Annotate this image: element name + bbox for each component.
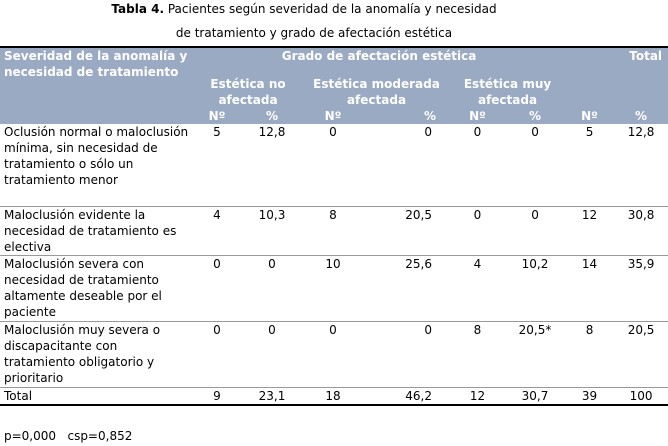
cell: 0 [363, 124, 450, 207]
row-label: Maloclusión severa con necesidad de trat… [0, 255, 193, 322]
cell: 4 [193, 206, 241, 256]
cell: 5 [565, 124, 615, 207]
cell: 0 [193, 321, 241, 388]
col-no: Nº [193, 108, 241, 124]
table-row: Maloclusión muy severa o discapacitante … [0, 321, 668, 388]
sub-header-2: Estética moderada afectada [303, 64, 450, 108]
cell: 25,6 [363, 255, 450, 322]
col-no: Nº [450, 108, 505, 124]
cell: 0 [450, 206, 505, 256]
table-caption-line2: de tratamiento y grado de afectación est… [175, 26, 453, 40]
table-row: Maloclusión severa con necesidad de trat… [0, 255, 668, 322]
col-pct: % [505, 108, 566, 124]
table-row: Maloclusión evidente la necesidad de tra… [0, 206, 668, 256]
cell: 0 [193, 255, 241, 322]
cell: 10,2 [505, 255, 566, 322]
table-caption-label: Tabla 4. [111, 2, 165, 16]
cell: 4 [450, 255, 505, 322]
col-no: Nº [565, 108, 615, 124]
header-row-sub: Estética no afectada Estética moderada a… [0, 64, 668, 108]
cell: 12 [565, 206, 615, 256]
cell: 46,2 [363, 387, 450, 406]
cell: 5 [193, 124, 241, 207]
cell: 0 [303, 321, 363, 388]
cell: 23,1 [241, 387, 303, 406]
row-label: Maloclusión evidente la necesidad de tra… [0, 206, 193, 256]
cell: 12 [450, 387, 505, 406]
header-row-group: Severidad de la anomalía y necesidad de … [0, 46, 668, 124]
cell: 14 [565, 255, 615, 322]
row-label: Oclusión normal o maloclusión mínima, si… [0, 124, 193, 207]
cell: 0 [241, 255, 303, 322]
group-header: Grado de afectación estética [193, 46, 566, 64]
cell: 8 [303, 206, 363, 256]
cell: 12,8 [241, 124, 303, 207]
sub-header-3: Estética muy afectada [450, 64, 566, 108]
cell: 0 [303, 124, 363, 207]
col-pct: % [363, 108, 450, 124]
cell: 30,7 [505, 387, 566, 406]
cell: 10,3 [241, 206, 303, 256]
col-pct: % [241, 108, 303, 124]
row-label: Total [0, 387, 193, 406]
footnote: p=0,000 csp=0,852 [4, 429, 133, 443]
cell: 8 [565, 321, 615, 388]
cell: 10 [303, 255, 363, 322]
cell: 0 [505, 206, 566, 256]
table-row: Oclusión normal o maloclusión mínima, si… [0, 124, 668, 207]
cell: 9 [193, 387, 241, 406]
cell: 100 [614, 387, 668, 406]
table-caption-title: Pacientes según severidad de la anomalía… [167, 2, 497, 16]
col-pct: % [614, 108, 668, 124]
cell: 20,5* [505, 321, 566, 388]
cell: 18 [303, 387, 363, 406]
row-header: Severidad de la anomalía y necesidad de … [0, 46, 193, 124]
cell: 0 [241, 321, 303, 388]
cell: 8 [450, 321, 505, 388]
cell: 35,9 [614, 255, 668, 322]
cell: 20,5 [614, 321, 668, 388]
cell: 0 [363, 321, 450, 388]
cell: 39 [565, 387, 615, 406]
cell: 20,5 [363, 206, 450, 256]
cell: 0 [450, 124, 505, 207]
table-row-total: Total 9 23,1 18 46,2 12 30,7 39 100 [0, 387, 668, 406]
data-table: Severidad de la anomalía y necesidad de … [0, 46, 668, 406]
col-no: Nº [303, 108, 363, 124]
cell: 30,8 [614, 206, 668, 256]
row-label: Maloclusión muy severa o discapacitante … [0, 321, 193, 388]
table-caption-line1: Tabla 4. Pacientes según severidad de la… [0, 1, 638, 17]
sub-header-1: Estética no afectada [193, 64, 303, 108]
header-row-units: Nº % Nº % Nº % Nº % [0, 108, 668, 124]
cell: 0 [505, 124, 566, 207]
cell: 12,8 [614, 124, 668, 207]
total-header: Total [565, 46, 668, 108]
